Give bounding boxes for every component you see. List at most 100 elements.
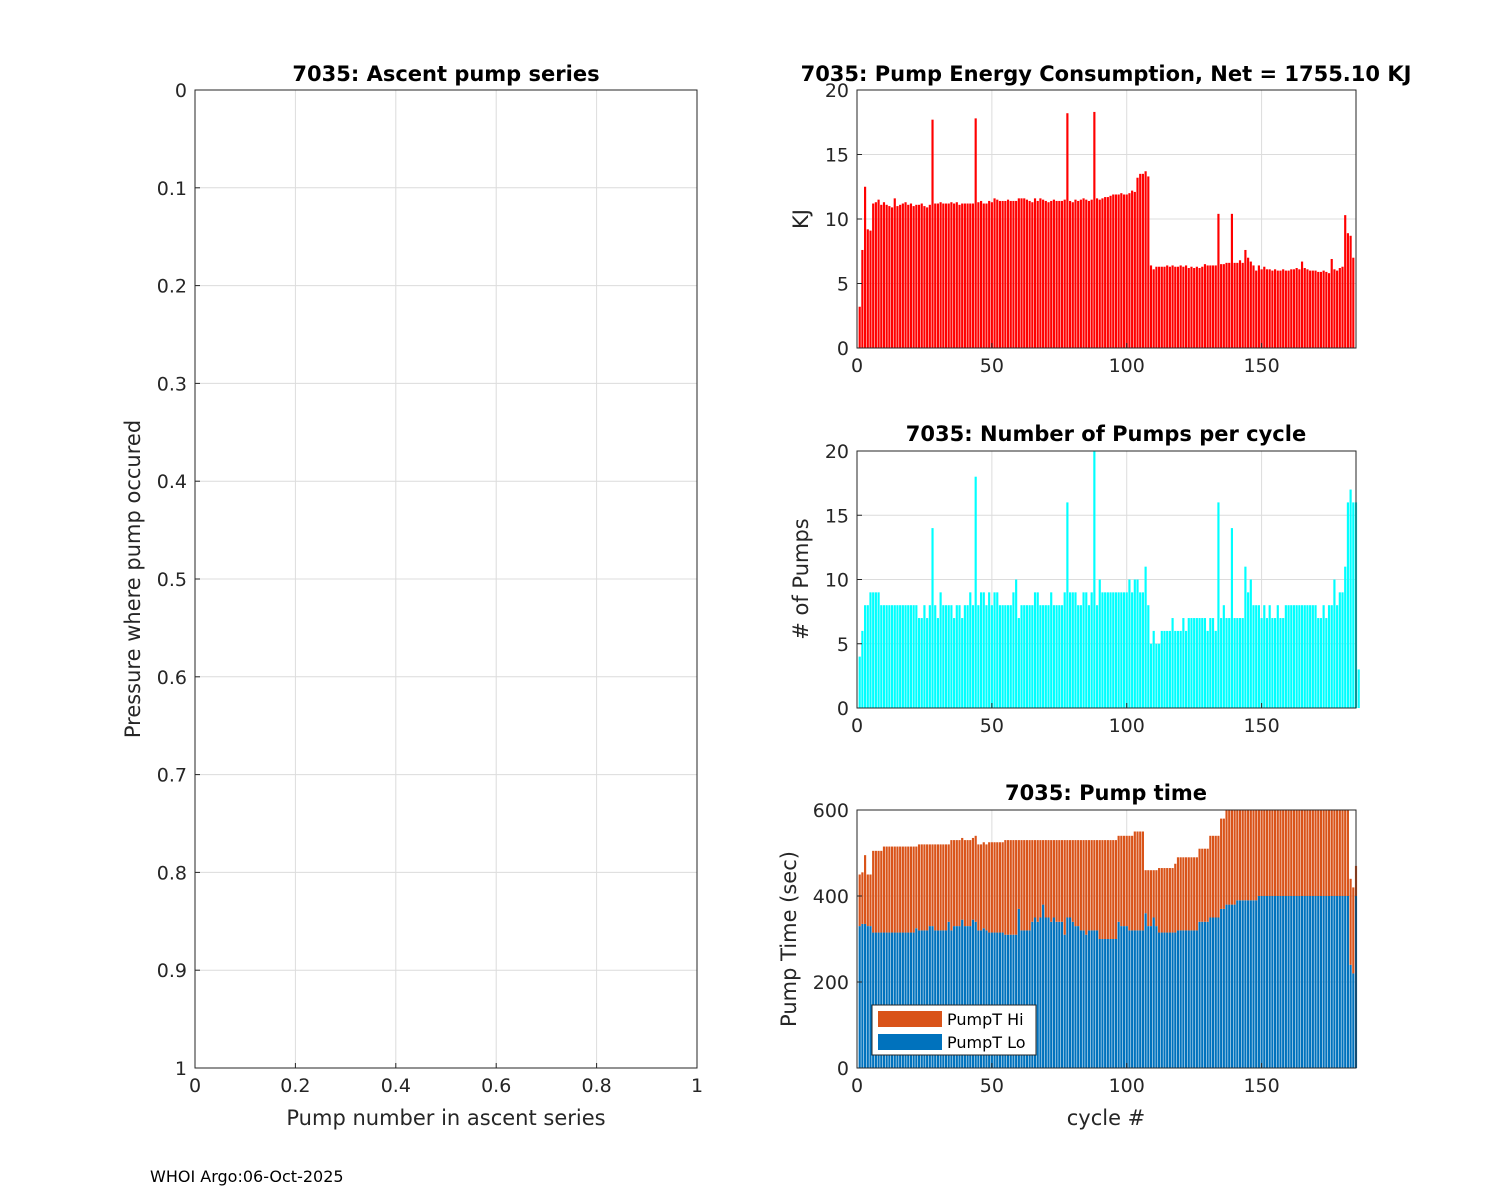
pumptime-axes: 0 50 100 150 0 200 400 600 7035: Pump time cycl… <box>777 781 1358 1130</box>
pumptime-bar-lo <box>1052 917 1055 1068</box>
pumptime-bar-hi <box>1319 810 1323 896</box>
pumps-bar <box>974 476 977 708</box>
pumps-bar <box>1033 592 1037 708</box>
pumps-bar <box>1341 592 1344 708</box>
pumps-bar <box>1122 592 1126 708</box>
energy-bar <box>1206 265 1209 348</box>
energy-bar <box>899 204 902 348</box>
ascent-ytick-label: 0.6 <box>157 667 187 689</box>
pumps-bar <box>1020 605 1023 708</box>
pumptime-bar-lo <box>974 921 977 1068</box>
pumps-bar <box>1106 592 1109 708</box>
energy-bar <box>1184 265 1188 348</box>
ascent-xlabel: Pump number in ascent series <box>286 1106 605 1130</box>
energy-bar <box>1319 271 1323 348</box>
legend-swatch-hi <box>878 1011 942 1027</box>
pumps-bar <box>877 592 880 708</box>
pumptime-bar-hi <box>907 846 910 933</box>
pumps-bar <box>858 656 861 708</box>
pumptime-bar-lo <box>1036 921 1039 1068</box>
energy-bar <box>990 202 993 348</box>
pumptime-bar-lo <box>1122 926 1126 1068</box>
energy-bar <box>915 204 918 348</box>
pumps-axes: 0 50 100 150 0 5 10 15 20 7035: Number of Pumps … <box>789 422 1360 737</box>
pumptime-bar-hi <box>1228 810 1231 905</box>
pumps-bar <box>1206 630 1209 708</box>
energy-bar <box>1255 270 1258 348</box>
pumps-bar <box>896 605 899 708</box>
pumptime-bar-hi <box>904 846 907 933</box>
pumptime-bar-hi <box>1265 810 1269 896</box>
pumptime-bar-lo <box>1004 934 1007 1068</box>
pumptime-bar-lo <box>1093 930 1096 1068</box>
pumps-bar <box>1252 605 1255 708</box>
pumptime-bar-lo <box>1176 930 1180 1068</box>
pumptime-bar-lo <box>1152 917 1155 1068</box>
energy-bar <box>936 203 939 348</box>
pumptime-bar-hi <box>1203 848 1207 922</box>
pumptime-bar-hi <box>1346 810 1349 896</box>
pumptime-bar-hi <box>931 844 934 927</box>
pumps-xtick-label: 50 <box>980 715 1004 737</box>
pumps-bar <box>1330 605 1333 708</box>
energy-bar <box>1341 266 1344 348</box>
ascent-ytick-label: 0.3 <box>157 373 187 395</box>
pumps-bar <box>1023 605 1026 708</box>
pumptime-bar-hi <box>1168 868 1171 933</box>
pumptime-bar-hi <box>1193 857 1196 931</box>
pumps-bar <box>1112 592 1115 708</box>
energy-bar <box>1020 198 1023 348</box>
ascent-ytick-label: 0.7 <box>157 765 187 787</box>
pumps-bar <box>1352 502 1355 708</box>
pumptime-bar-lo <box>950 930 953 1068</box>
energy-bar <box>1179 265 1182 348</box>
pumptime-bar-hi <box>955 840 958 927</box>
pumptime-bar-hi <box>1257 810 1260 896</box>
pumptime-bar-lo <box>1017 908 1020 1068</box>
pumptime-bar-hi <box>872 850 875 933</box>
pumptime-xtick-label: 150 <box>1243 1075 1279 1097</box>
pumptime-bar-lo <box>1058 921 1061 1068</box>
pumptime-bar-hi <box>1247 810 1250 901</box>
energy-bar <box>1017 198 1020 348</box>
energy-bar <box>1023 198 1026 348</box>
pumptime-bar-lo <box>1263 896 1266 1068</box>
energy-bar <box>1098 199 1101 348</box>
energy-bar <box>1152 269 1155 348</box>
pumptime-bar-hi <box>1271 810 1274 896</box>
energy-bar <box>923 206 926 348</box>
pumps-bar <box>936 618 939 708</box>
energy-bar <box>1265 269 1269 348</box>
pumps-bar <box>1322 605 1325 708</box>
pumptime-bar-lo <box>1042 904 1045 1068</box>
pumptime-bar-hi <box>928 844 931 927</box>
energy-bar <box>1225 262 1228 348</box>
energy-bar <box>1344 215 1347 348</box>
pumptime-bar-hi <box>1028 840 1031 931</box>
energy-bar <box>982 203 985 348</box>
pumps-bar <box>885 605 888 708</box>
pumptime-bar-lo <box>1020 930 1023 1068</box>
pumptime-bar-lo <box>1163 932 1166 1068</box>
pumptime-ticks: 0 50 100 150 0 200 400 600 <box>813 800 1280 1097</box>
pumptime-bar-hi <box>1195 857 1198 931</box>
energy-bar <box>1252 265 1255 348</box>
pumps-bar <box>1298 605 1301 708</box>
pumps-bar <box>1271 618 1274 708</box>
pumptime-bar-lo <box>1001 932 1004 1068</box>
pumps-bar <box>1001 605 1004 708</box>
pumptime-bar-hi <box>915 846 918 929</box>
ascent-ticks: 0 0.2 0.4 0.6 0.8 100.10.20.30.40.50.60.70.80… <box>157 80 703 1097</box>
pumps-bar <box>1158 643 1161 708</box>
pumptime-bar-hi <box>985 844 988 931</box>
pumptime-bar-lo <box>1309 896 1312 1068</box>
energy-bar <box>1058 200 1061 348</box>
pumps-bar <box>1060 605 1064 708</box>
pumps-bar <box>942 605 945 708</box>
pumps-bar <box>1303 605 1306 708</box>
pumptime-bar-lo <box>1287 896 1290 1068</box>
pumptime-bar-hi <box>977 844 980 931</box>
pumptime-bar-hi <box>1033 840 1037 918</box>
pumptime-bar-hi <box>1244 810 1247 901</box>
pumptime-bar-lo <box>1201 921 1204 1068</box>
